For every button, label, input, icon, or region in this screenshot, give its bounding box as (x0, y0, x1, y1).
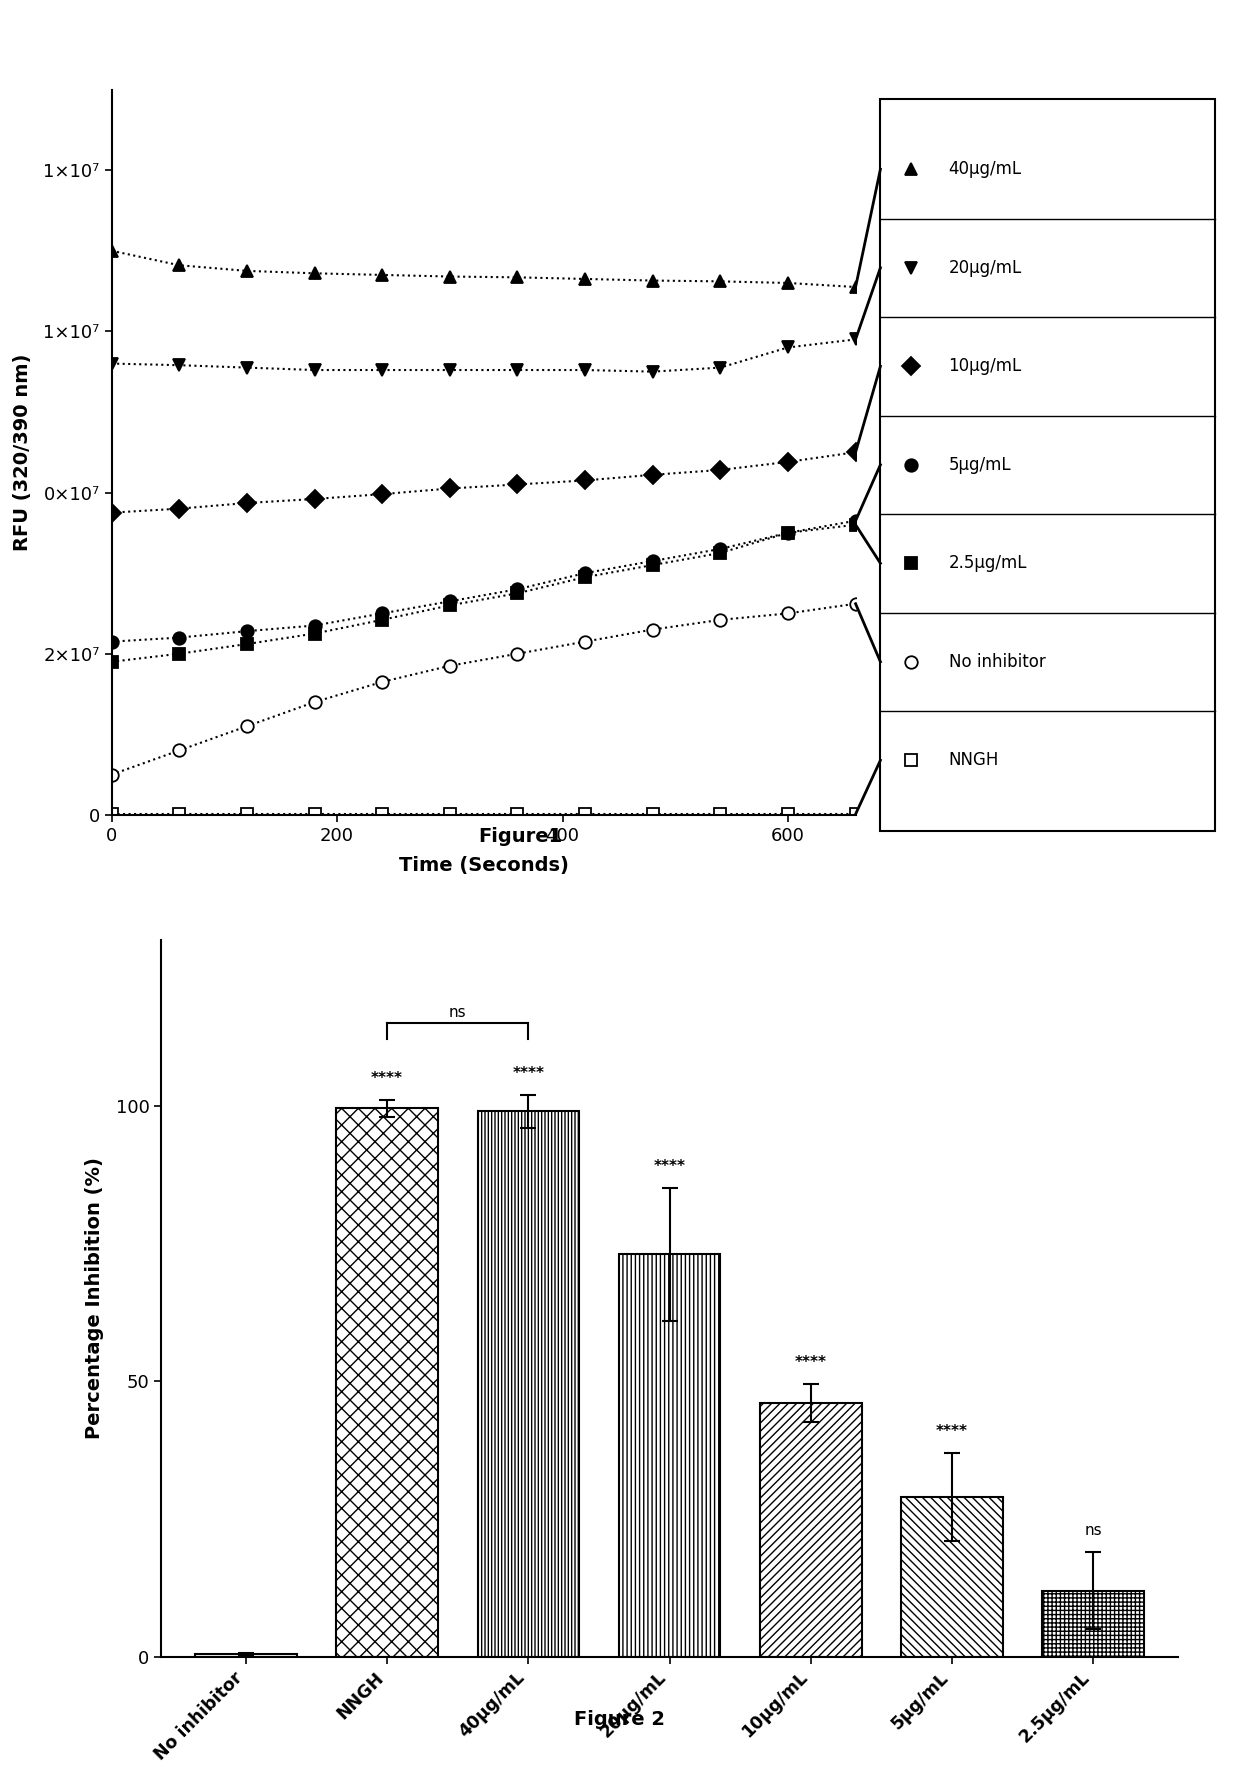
Bar (336, 1109, 438, 1657)
Y-axis label: Percentage Inhibition (%): Percentage Inhibition (%) (86, 1157, 104, 1440)
Text: Figure 2: Figure 2 (574, 1710, 666, 1730)
X-axis label: Time (Seconds): Time (Seconds) (399, 856, 568, 874)
Bar (760, 1402, 862, 1657)
Text: NNGH: NNGH (949, 750, 999, 770)
Text: Figure1: Figure1 (479, 827, 563, 847)
Text: ns: ns (1085, 1522, 1102, 1538)
Y-axis label: RFU (320/390 nm): RFU (320/390 nm) (14, 353, 32, 552)
Text: ns: ns (449, 1005, 466, 1021)
Text: 10μg/mL: 10μg/mL (949, 356, 1022, 376)
Text: No inhibitor: No inhibitor (949, 652, 1045, 672)
Text: 5μg/mL: 5μg/mL (949, 455, 1012, 475)
Text: ****: **** (795, 1356, 827, 1370)
Text: 40μg/mL: 40μg/mL (949, 159, 1022, 179)
Text: ****: **** (512, 1066, 544, 1080)
Text: 20μg/mL: 20μg/mL (949, 258, 1022, 278)
Text: ****: **** (653, 1159, 686, 1175)
Bar (901, 1497, 1003, 1657)
Text: ****: **** (936, 1424, 968, 1438)
Text: 2.5μg/mL: 2.5μg/mL (949, 553, 1027, 573)
Bar (477, 1110, 579, 1657)
Bar (619, 1254, 720, 1657)
Text: ****: **** (371, 1071, 403, 1087)
Bar (1043, 1590, 1145, 1657)
Bar (195, 1653, 296, 1657)
